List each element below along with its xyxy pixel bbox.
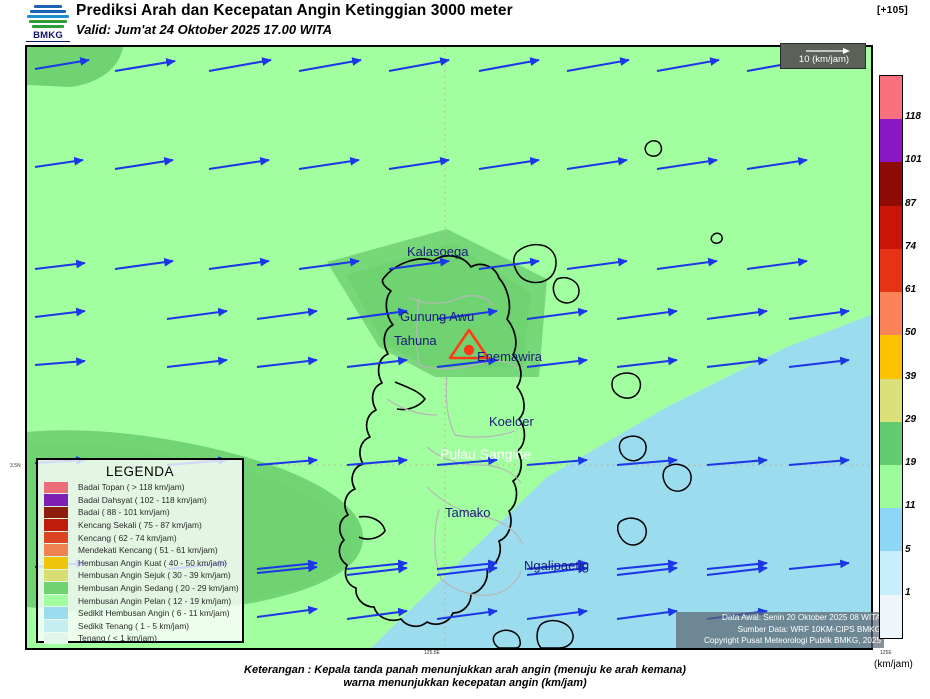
colorbar-segment <box>880 551 902 595</box>
legend-swatch <box>44 494 68 506</box>
map-place-label: Pulau Sangihe <box>440 446 532 462</box>
map-place-label: Tahuna <box>394 333 437 348</box>
map-place-label: Enemawira <box>477 349 543 364</box>
colorbar-segment <box>880 119 902 163</box>
map-place-label: Ngalipaetig <box>524 558 590 573</box>
colorbar-tick-label: 87 <box>905 197 917 209</box>
map-place-label: Kalasoega <box>407 244 469 259</box>
bmkg-logo-text: BMKG <box>26 31 70 42</box>
legend-item-label: Hembusan Angin Sejuk ( 30 - 39 km/jam) <box>78 570 231 581</box>
legend-item: Sedikit Hembusan Angin ( 6 - 11 km/jam) <box>38 607 242 620</box>
speed-colorbar <box>879 75 903 639</box>
legend-item-label: Badai Topan ( > 118 km/jam) <box>78 482 185 493</box>
axis-label-latitude: 3.5N <box>10 463 21 469</box>
colorbar-tick-label: 118 <box>905 111 921 123</box>
colorbar-tick-label: 74 <box>905 240 917 252</box>
map-place-label: Koeloer <box>489 414 534 429</box>
legend-swatch <box>44 544 68 557</box>
legend-item-label: Hembusan Angin Kuat ( 40 - 50 km/jam) <box>78 557 227 568</box>
legend-title: LEGENDA <box>105 464 175 479</box>
legend-swatch <box>44 531 68 544</box>
legend-item-label: Sedikit Tenang ( 1 - 5 km/jam) <box>78 620 190 631</box>
footer-note: Keterangan : Kepala tanda panah menunjuk… <box>0 664 930 690</box>
axis-label-longitude: 125.5E <box>424 650 440 656</box>
forecast-step-tag: [+105] <box>877 5 908 16</box>
legend-item: Badai Topan ( > 118 km/jam) <box>38 481 242 494</box>
colorbar-segment <box>880 378 902 422</box>
colorbar-unit-label: (km/jam) <box>874 659 913 670</box>
legend-item: Badai ( 88 - 101 km/jam) <box>38 506 242 519</box>
gunung-awu-volcano-marker <box>448 328 490 360</box>
legend-item: Mendekati Kencang ( 51 - 61 km/jam) <box>38 544 242 557</box>
legend-swatch <box>44 620 68 632</box>
colorbar-segment <box>880 335 902 379</box>
colorbar-segment <box>880 205 902 249</box>
legend-swatch <box>44 594 68 607</box>
legend-swatch <box>44 481 68 494</box>
colorbar-segment <box>880 162 902 206</box>
colorbar-tick-label: 39 <box>905 370 917 382</box>
info-line-3: Copyright Pusat Meteorologi Publik BMKG,… <box>703 636 881 646</box>
legend-rows: Badai Topan ( > 118 km/jam) Badai Dahsyat… <box>38 481 242 645</box>
legend-item: Sedikit Tenang ( 1 - 5 km/jam) <box>38 620 242 633</box>
colorbar-segment <box>880 464 902 509</box>
data-source-info-box: Data Awal: Senin 20 Oktober 2025 08 WITA… <box>676 612 884 648</box>
legend-swatch <box>44 607 68 620</box>
legend-item-label: Tenang ( < 1 km/jam) <box>78 633 157 644</box>
footer-line-1: Keterangan : Kepala tanda panah menunjuk… <box>244 664 686 676</box>
colorbar-tick-label: 5 <box>905 543 911 555</box>
map-place-label: Tamako <box>445 505 491 520</box>
legend-item: Kencang Sekali ( 75 - 87 km/jam) <box>38 519 242 532</box>
colorbar-tick-label: 101 <box>905 154 922 166</box>
colorbar-segment <box>880 421 902 465</box>
footer-line-2: warna menunjukkan kecepatan angin (km/ja… <box>343 677 587 689</box>
legend-item-label: Hembusan Angin Pelan ( 12 - 19 km/jam) <box>78 595 232 606</box>
colorbar-tick-label: 19 <box>905 457 917 469</box>
legend-swatch <box>44 632 68 645</box>
legend-item: Hembusan Angin Kuat ( 40 - 50 km/jam) <box>38 557 242 570</box>
legend-item-label: Sedikit Hembusan Angin ( 6 - 11 km/jam) <box>78 608 230 619</box>
colorbar-segment <box>880 292 902 336</box>
legend-item-label: Hembusan Angin Sedang ( 20 - 29 km/jam) <box>78 583 239 594</box>
legend-item: Hembusan Angin Pelan ( 12 - 19 km/jam) <box>38 594 242 607</box>
legend-swatch <box>44 582 68 594</box>
legend-item-label: Kencang ( 62 - 74 km/jam) <box>78 532 177 543</box>
colorbar-axis-label: 125E <box>880 650 892 656</box>
info-line-2: Sumber Data: WRF 10KM-CIPS BMKG <box>737 624 881 634</box>
legend-swatch <box>44 506 68 519</box>
colorbar-tick-label: 29 <box>905 413 917 425</box>
wind-reference-box: 10 (km/jam) <box>780 43 866 69</box>
colorbar-segment <box>880 594 902 638</box>
legend-item-label: Kencang Sekali ( 75 - 87 km/jam) <box>78 520 202 531</box>
info-line-1: Data Awal: Senin 20 Oktober 2025 08 WITA <box>722 613 881 622</box>
legend-item: Hembusan Angin Sedang ( 20 - 29 km/jam) <box>38 582 242 595</box>
bmkg-logo: BMKG <box>24 1 72 45</box>
legend-item: Kencang ( 62 - 74 km/jam) <box>38 531 242 544</box>
legend-item-label: Badai ( 88 - 101 km/jam) <box>78 507 170 518</box>
colorbar-tick-label: 11 <box>905 500 916 512</box>
map-place-label: Gunung Awu <box>400 309 475 324</box>
wind-reference-label: 10 (km/jam) <box>798 54 850 65</box>
legend-item-label: Badai Dahsyat ( 102 - 118 km/jam) <box>78 494 207 505</box>
colorbar-tick-label: 50 <box>905 327 917 339</box>
valid-time-subtitle: Valid: Jum'at 24 Oktober 2025 17.00 WITA <box>76 22 332 37</box>
wind-reference-arrow-icon <box>806 48 850 54</box>
legend-swatch <box>44 569 68 582</box>
page-header: BMKG Prediksi Arah dan Kecepatan Angin K… <box>0 0 930 46</box>
speed-colorbar-ticks: 118 101 87 74 61 50 39 29 19 11 5 1 <box>905 75 930 639</box>
colorbar-segment <box>880 508 902 552</box>
colorbar-tick-label: 1 <box>905 586 911 598</box>
legend-item-label: Mendekati Kencang ( 51 - 61 km/jam) <box>78 545 218 556</box>
legend-swatch <box>44 557 68 569</box>
legend-swatch <box>44 519 68 531</box>
colorbar-tick-label: 61 <box>905 284 917 296</box>
colorbar-segment <box>880 248 902 293</box>
page-title: Prediksi Arah dan Kecepatan Angin Keting… <box>76 2 513 19</box>
colorbar-segment <box>880 76 902 120</box>
legend-item: Badai Dahsyat ( 102 - 118 km/jam) <box>38 494 242 507</box>
legend-box: LEGENDA Badai Topan ( > 118 km/jam) Badai… <box>36 458 244 645</box>
legend-item: Hembusan Angin Sejuk ( 30 - 39 km/jam) <box>38 569 242 582</box>
legend-item: Tenang ( < 1 km/jam) <box>38 632 242 645</box>
